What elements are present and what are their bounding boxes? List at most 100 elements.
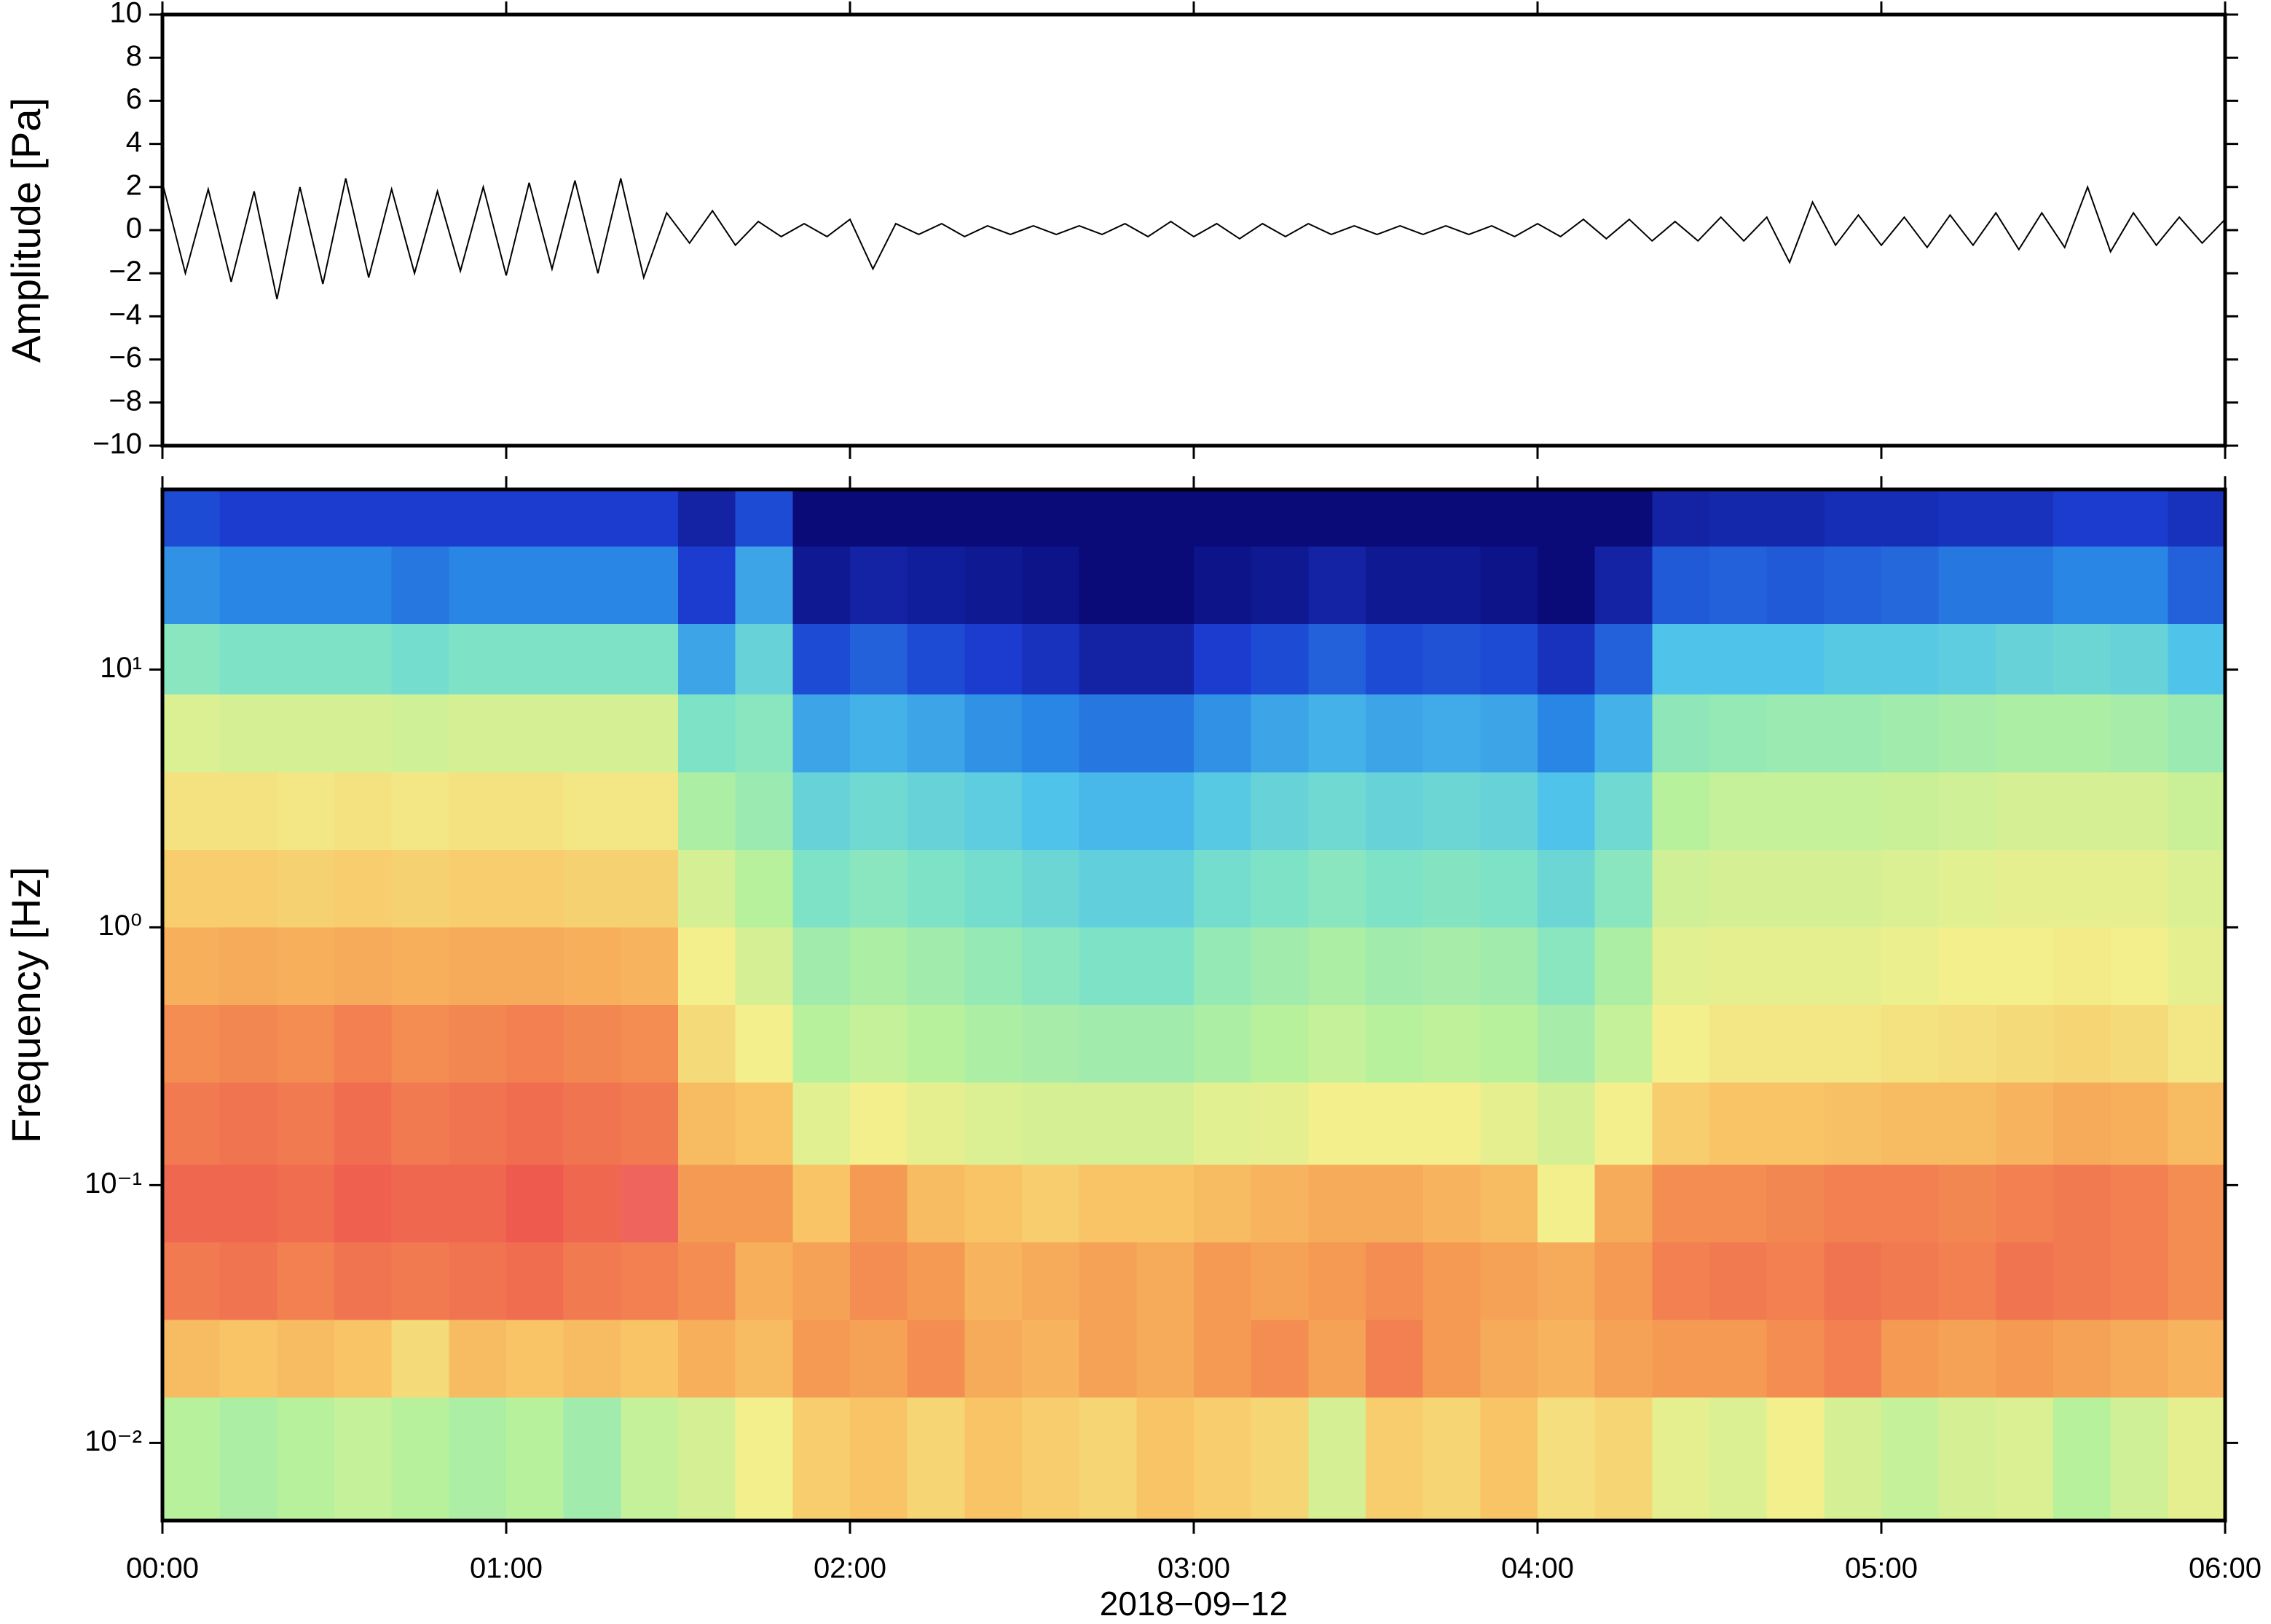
spectrogram-cell [1251, 489, 1310, 548]
y-tick-label: 10¹ [100, 652, 142, 684]
spectrogram-cell [1194, 624, 1252, 695]
spectrogram-cell [964, 772, 1023, 851]
spectrogram-cell [735, 624, 794, 695]
spectrogram-cell [1938, 694, 1997, 773]
spectrogram-cell [1251, 1082, 1310, 1166]
y-tick-label: −10 [93, 428, 142, 460]
spectrogram-cell [1996, 1320, 2054, 1398]
spectrogram-cell [1996, 849, 2054, 929]
spectrogram-cell [1422, 694, 1481, 773]
spectrogram-cell [907, 694, 966, 773]
spectrogram-cell [162, 1398, 221, 1521]
spectrogram-cell [1709, 927, 1768, 1006]
spectrogram-cell [850, 694, 908, 773]
spectrogram-cell [621, 772, 679, 851]
spectrogram-cell [2168, 546, 2226, 625]
spectrogram-cell [2168, 624, 2226, 695]
spectrogram-cell [964, 1082, 1023, 1166]
spectrogram-cell [334, 694, 393, 773]
spectrogram-cell [2110, 1164, 2169, 1243]
spectrogram-cell [1251, 546, 1310, 625]
spectrogram-cell [2053, 1164, 2111, 1243]
spectrogram-cell [1022, 1320, 1080, 1398]
spectrogram-cell [1136, 1082, 1194, 1166]
spectrogram-cell [1136, 927, 1194, 1006]
x-tick-label: 03:00 [1157, 1553, 1230, 1585]
spectrogram-cell [449, 772, 507, 851]
spectrogram-cell [792, 624, 851, 695]
y-tick-label: 4 [126, 126, 142, 158]
spectrogram-cell [1366, 1005, 1424, 1084]
spectrogram-cell [1594, 1398, 1653, 1521]
spectrogram-cell [792, 1164, 851, 1243]
spectrogram-cell [1709, 1005, 1768, 1084]
spectrogram-cell [391, 694, 450, 773]
spectrogram-cell [1480, 1082, 1538, 1166]
spectrogram-cell [1194, 927, 1252, 1006]
spectrogram-cell [277, 1320, 335, 1398]
spectrogram-cell [1136, 1398, 1194, 1521]
x-tick-label: 01:00 [470, 1553, 543, 1585]
spectrogram-cell [1709, 489, 1768, 548]
spectrogram-cell [678, 546, 736, 625]
y-tick-label: 10 [110, 0, 143, 29]
spectrogram-cell [1308, 1398, 1366, 1521]
y-tick-label: 6 [126, 83, 142, 115]
spectrogram-cell [1480, 546, 1538, 625]
spectrogram-cell [1079, 1164, 1138, 1243]
spectrogram-cell [1194, 1082, 1252, 1166]
spectrogram-cell [1079, 1242, 1138, 1321]
spectrogram-cell [449, 1082, 507, 1166]
spectrogram-cell [1709, 1398, 1768, 1521]
spectrogram-cell [2110, 1242, 2169, 1321]
spectrogram-cell [1766, 1082, 1825, 1166]
spectrogram-cell [1538, 1082, 1596, 1166]
spectrogram-cell [2110, 546, 2169, 625]
spectrogram-cell [964, 927, 1023, 1006]
spectrogram-cell [621, 1082, 679, 1166]
spectrogram-cell [563, 1005, 622, 1084]
spectrogram-cell [1251, 1320, 1310, 1398]
waveform [162, 178, 2226, 299]
spectrogram-cell [850, 849, 908, 929]
spectrogram-cell [506, 694, 564, 773]
spectrogram-cell [850, 927, 908, 1006]
spectrogram-cell [1422, 1164, 1481, 1243]
spectrogram-cell [678, 1164, 736, 1243]
spectrogram-cell [621, 694, 679, 773]
spectrogram-cell [1022, 1164, 1080, 1243]
spectrogram-cell [678, 489, 736, 548]
spectrogram-cell [735, 546, 794, 625]
spectrogram-cell [1366, 694, 1424, 773]
spectrogram-cell [1422, 1005, 1481, 1084]
spectrogram-cell [1136, 1005, 1194, 1084]
spectrogram-cell [391, 849, 450, 929]
spectrogram-cell [735, 1242, 794, 1321]
spectrogram-cell [1422, 624, 1481, 695]
spectrogram-cell [449, 1242, 507, 1321]
spectrogram-cell [1996, 1242, 2054, 1321]
spectrogram-cell [1824, 927, 1882, 1006]
spectrogram-cell [1652, 1242, 1710, 1321]
spectrogram-cell [964, 546, 1023, 625]
spectrogram-cell [1538, 1164, 1596, 1243]
spectrogram-cell [2053, 1398, 2111, 1521]
spectrogram-cell [2053, 1082, 2111, 1166]
spectrogram-cell [391, 489, 450, 548]
spectrogram-cell [391, 1242, 450, 1321]
spectrogram-cell [219, 546, 278, 625]
spectrogram-cell [1594, 1082, 1653, 1166]
spectrogram-cell [792, 772, 851, 851]
spectrogram-cell [2053, 927, 2111, 1006]
spectrogram-cell [277, 772, 335, 851]
spectrogram-cell [1766, 1164, 1825, 1243]
spectrogram-cell [506, 927, 564, 1006]
spectrogram-cell [1251, 927, 1310, 1006]
spectrogram-cell [219, 849, 278, 929]
spectrogram-cell [1652, 1398, 1710, 1521]
spectrogram-cell [1766, 489, 1825, 548]
spectrogram-cell [1422, 546, 1481, 625]
y-tick-label: 10⁻¹ [84, 1167, 142, 1199]
spectrogram-cell [1652, 927, 1710, 1006]
spectrogram-cell [1652, 849, 1710, 929]
